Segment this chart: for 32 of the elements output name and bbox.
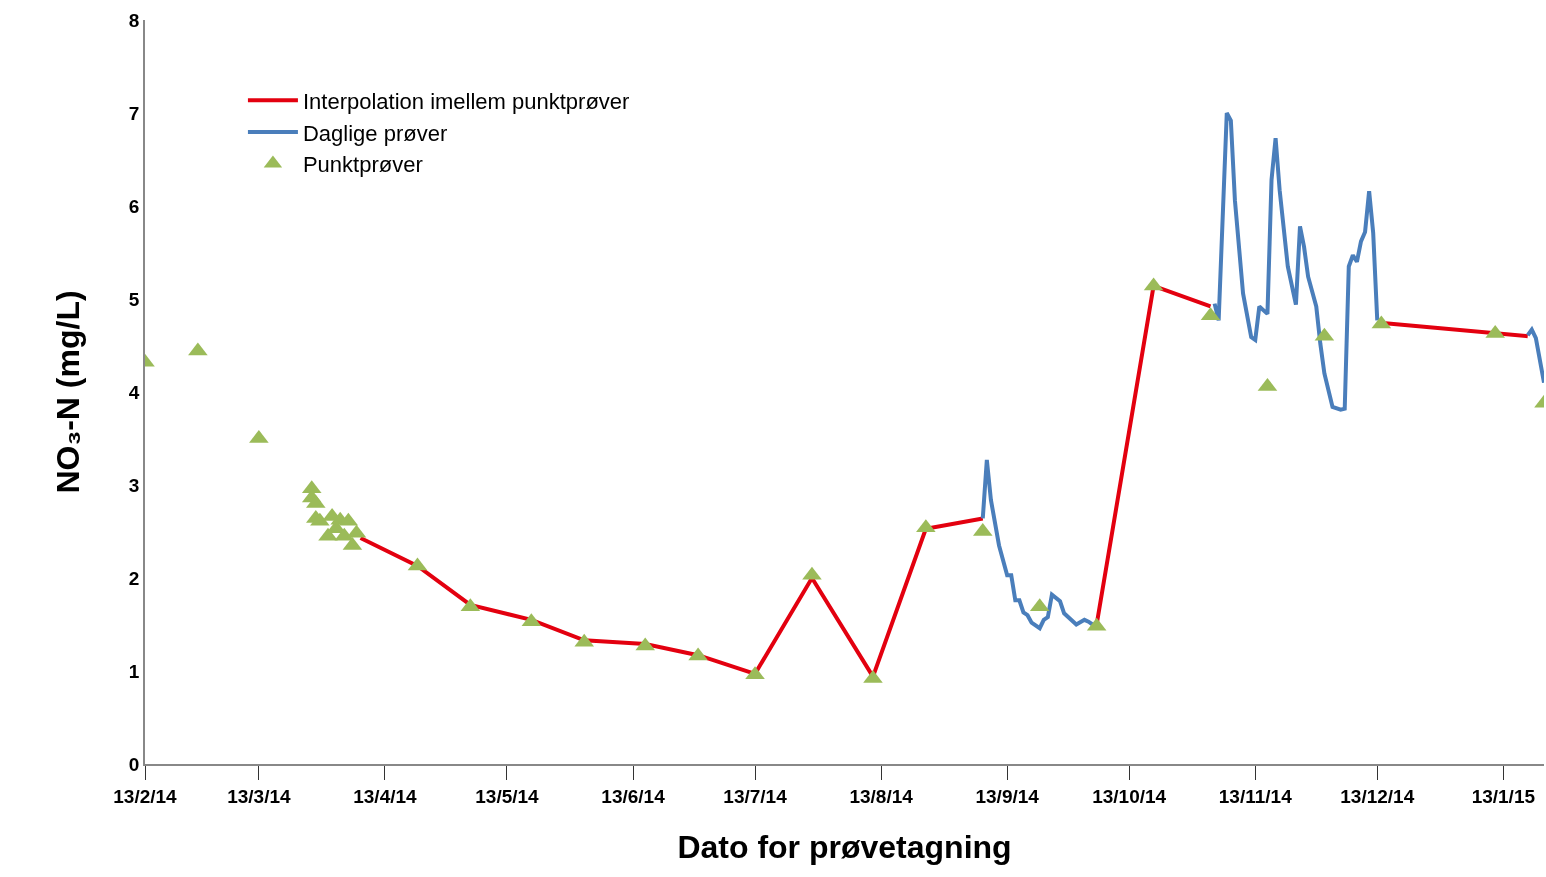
point bbox=[310, 512, 330, 526]
x-tick-label: 13/6/14 bbox=[601, 785, 666, 807]
legend-label: Interpolation imellem punktprøver bbox=[302, 88, 630, 114]
x-tick-label: 13/8/14 bbox=[849, 785, 914, 807]
y-tick-label: 7 bbox=[128, 102, 140, 124]
point bbox=[688, 647, 708, 661]
x-axis-title: Dato for prøvetagning bbox=[677, 828, 1012, 865]
y-tick-label: 3 bbox=[128, 474, 140, 496]
y-tick-label: 4 bbox=[128, 381, 140, 403]
point bbox=[802, 566, 822, 580]
x-tick-label: 13/1/15 bbox=[1471, 785, 1536, 807]
legend-label: Daglige prøver bbox=[302, 120, 448, 146]
point bbox=[916, 519, 936, 533]
x-tick-label: 13/5/14 bbox=[475, 785, 540, 807]
y-axis-title: NO₃-N (mg/L) bbox=[49, 290, 86, 494]
x-tick-label: 13/2/14 bbox=[113, 785, 178, 807]
y-tick-label: 6 bbox=[128, 195, 140, 217]
y-tick-label: 0 bbox=[128, 753, 140, 775]
x-tick-label: 13/3/14 bbox=[227, 785, 291, 807]
legend-label: Punktprøver bbox=[302, 152, 423, 178]
y-tick-label: 1 bbox=[128, 660, 140, 682]
y-tick-label: 8 bbox=[128, 9, 140, 31]
x-tick-label: 13/10/14 bbox=[1092, 785, 1167, 807]
x-tick-label: 13/4/14 bbox=[353, 785, 418, 807]
y-tick-label: 2 bbox=[128, 567, 140, 589]
x-tick-label: 13/12/14 bbox=[1340, 785, 1415, 807]
x-tick-label: 13/11/14 bbox=[1218, 785, 1293, 807]
point bbox=[188, 342, 208, 356]
point bbox=[863, 669, 883, 683]
x-tick-label: 13/9/14 bbox=[975, 785, 1040, 807]
x-tick-label: 13/7/14 bbox=[723, 785, 788, 807]
y-tick-label: 5 bbox=[128, 288, 140, 310]
